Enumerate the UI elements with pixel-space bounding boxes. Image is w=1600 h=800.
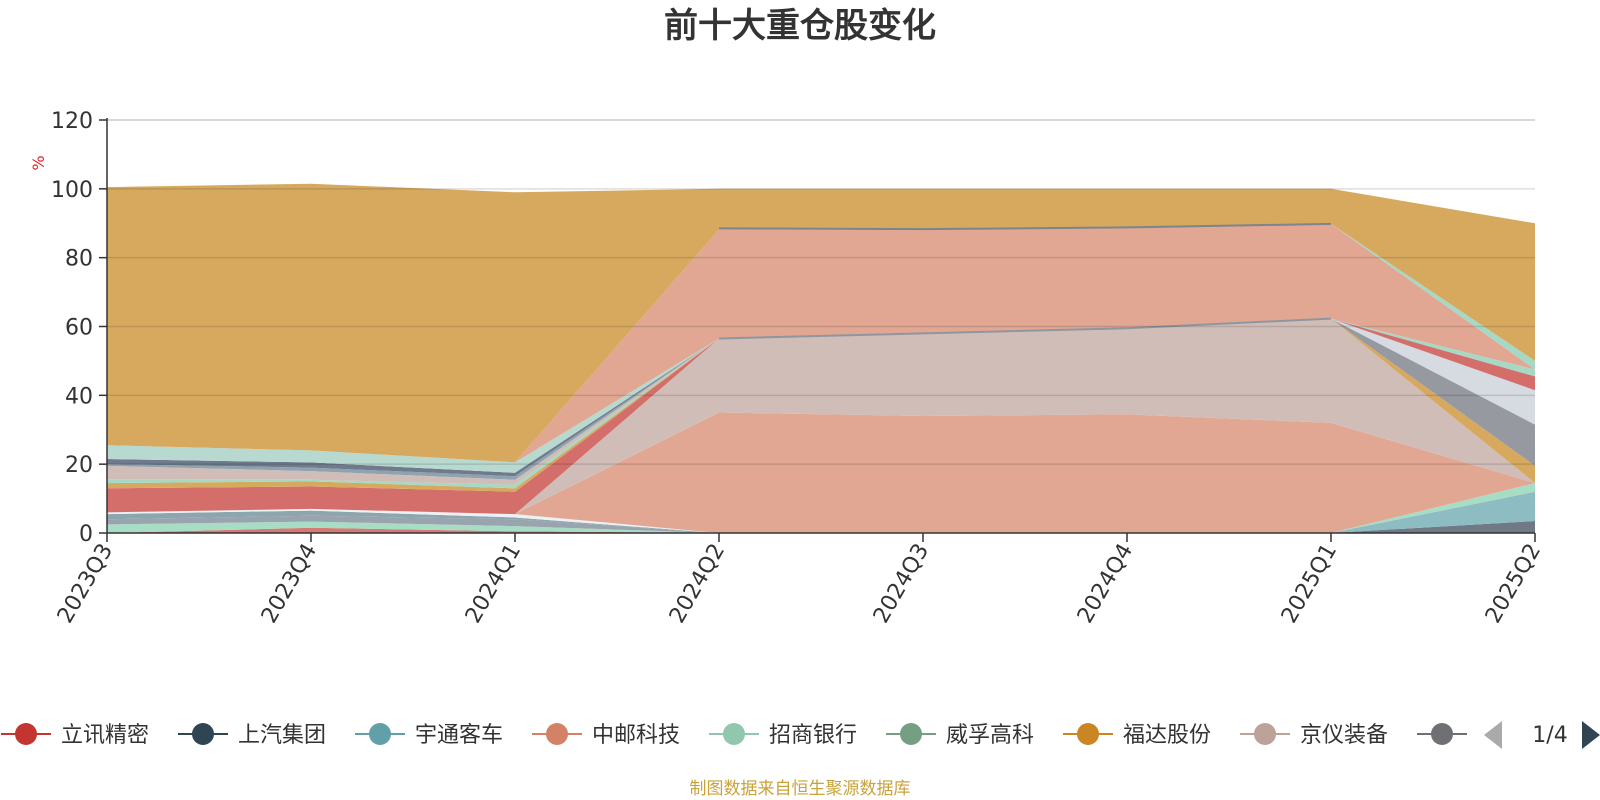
- legend-label: 上汽集团: [238, 723, 326, 748]
- y-tick-label: 0: [79, 522, 93, 547]
- series-area-14: [107, 318, 1535, 489]
- y-tick-label: 40: [65, 384, 93, 409]
- series-area-21: [107, 183, 1535, 463]
- legend-label: 威孚高科: [946, 723, 1034, 748]
- series-area-12: [107, 318, 1535, 515]
- legend-marker: [1077, 723, 1099, 745]
- x-tick-label: 2024Q2: [665, 540, 730, 628]
- plot-area: 0 20 40 60 80 100 120 2023Q3 2023Q4 2024Q1 2024Q2 2…: [51, 109, 1546, 628]
- y-tick-label: 100: [51, 178, 93, 203]
- y-tick-label: 80: [65, 247, 93, 272]
- legend-item[interactable]: 招商银行: [709, 723, 857, 748]
- legend-item[interactable]: 上汽集团: [178, 723, 326, 748]
- legend-label: 京仪装备: [1300, 723, 1388, 748]
- next-page-icon[interactable]: [1582, 721, 1600, 749]
- legend: 立讯精密 上汽集团 宇通客车 中邮科技 招商银行 威孚高科 福达股份 京仪装备 1/4: [1, 712, 1600, 758]
- x-tick-label: 2025Q2: [1481, 540, 1546, 628]
- y-tick-label: 60: [65, 316, 93, 341]
- x-tick-label: 2025Q1: [1277, 540, 1342, 628]
- legend-item[interactable]: 中邮科技: [532, 723, 680, 748]
- legend-label: 宇通客车: [415, 723, 503, 748]
- x-tick-label: 2023Q3: [53, 540, 118, 628]
- series-area-4: [107, 483, 1535, 533]
- legend-label: 福达股份: [1123, 723, 1211, 748]
- legend-item[interactable]: [1417, 723, 1467, 745]
- series-line-0: [718, 222, 1332, 231]
- y-tick-label: 120: [51, 109, 93, 134]
- legend-marker: [369, 723, 391, 745]
- y-tick-label: 20: [65, 453, 93, 478]
- legend-marker: [1431, 723, 1453, 745]
- series-area-19: [107, 223, 1535, 463]
- legend-item[interactable]: 威孚高科: [886, 723, 1034, 748]
- chart-title: 前十大重仓股变化: [664, 6, 936, 46]
- legend-marker: [723, 723, 745, 745]
- data-source-note: 制图数据来自恒生聚源数据库: [690, 779, 911, 799]
- prev-page-icon[interactable]: [1484, 721, 1502, 749]
- legend-item[interactable]: 福达股份: [1063, 723, 1211, 748]
- series-area-8: [107, 318, 1535, 515]
- series-area-7: [107, 412, 1535, 533]
- series-area-3: [107, 483, 1535, 533]
- series-area-0: [107, 521, 1535, 533]
- legend-item[interactable]: 宇通客车: [355, 723, 503, 748]
- x-tick-label: 2024Q3: [869, 540, 934, 628]
- legend-marker: [546, 723, 568, 745]
- legend-marker: [15, 723, 37, 745]
- legend-label: 中邮科技: [592, 723, 680, 748]
- series-line-1: [718, 317, 1332, 340]
- legend-item[interactable]: 京仪装备: [1240, 723, 1388, 748]
- x-tick-label: 2023Q4: [257, 540, 322, 628]
- legend-page-indicator: 1/4: [1532, 723, 1567, 748]
- legend-marker: [1254, 723, 1276, 745]
- x-tick-label: 2024Q4: [1073, 540, 1138, 628]
- legend-item[interactable]: 立讯精密: [1, 723, 149, 748]
- x-tick-label: 2024Q1: [461, 540, 526, 628]
- legend-label: 立讯精密: [61, 723, 149, 748]
- y-axis-label: %: [29, 155, 48, 170]
- series-area-18: [107, 318, 1535, 473]
- legend-marker: [192, 723, 214, 745]
- legend-marker: [900, 723, 922, 745]
- series-area-1: [107, 491, 1535, 533]
- legend-label: 招商银行: [769, 723, 857, 748]
